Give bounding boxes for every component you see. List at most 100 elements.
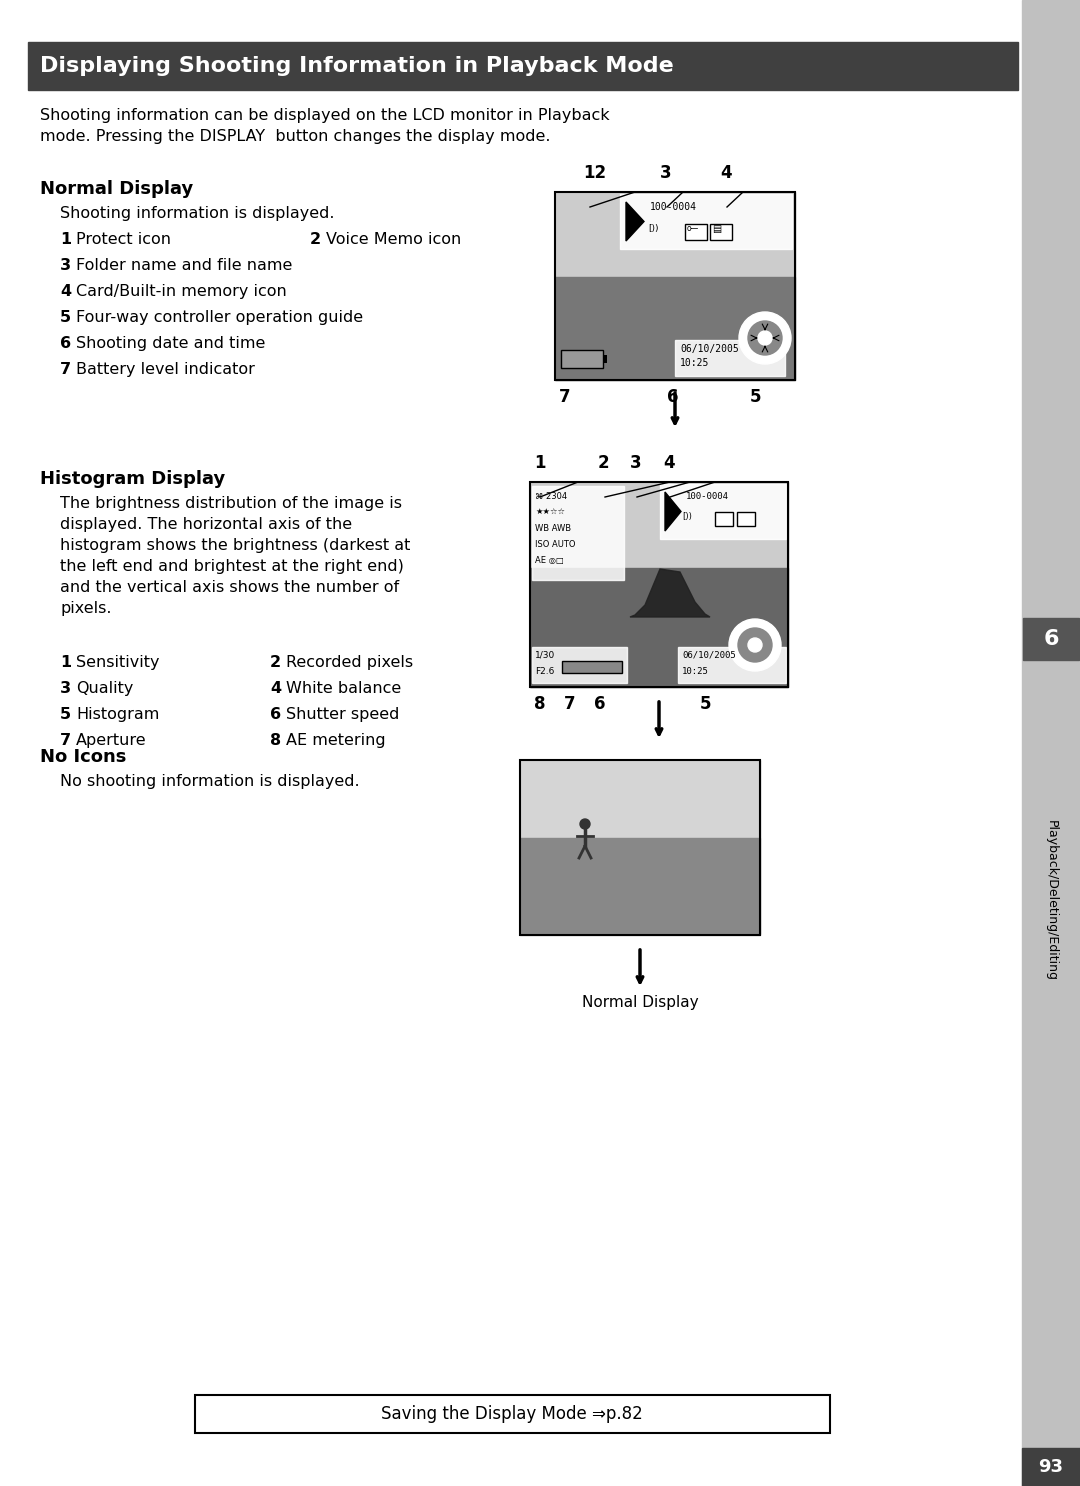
Bar (660, 484, 786, 539)
Text: Quality: Quality (76, 681, 133, 695)
Text: 4: 4 (720, 163, 731, 181)
Text: o—: o— (687, 224, 699, 233)
Text: Aperture: Aperture (76, 733, 147, 747)
Text: Four-way controller operation guide: Four-way controller operation guide (76, 311, 363, 325)
Text: Shooting date and time: Shooting date and time (76, 336, 266, 351)
Text: 6: 6 (594, 695, 606, 713)
Text: 5: 5 (60, 707, 71, 722)
Polygon shape (630, 569, 710, 617)
Bar (1022, 0, 1080, 1486)
Bar (737, 513, 755, 526)
Text: Card/Built-in memory icon: Card/Built-in memory icon (76, 284, 287, 299)
Bar (620, 195, 792, 250)
Text: AE metering: AE metering (286, 733, 386, 747)
Text: 3: 3 (630, 455, 642, 473)
Text: 5: 5 (750, 388, 761, 406)
Text: 10:25: 10:25 (681, 667, 708, 676)
Text: 3: 3 (660, 163, 672, 181)
Text: 100-0004: 100-0004 (686, 492, 729, 501)
Text: 4: 4 (270, 681, 281, 695)
Text: 1/30: 1/30 (535, 651, 555, 660)
Bar (678, 646, 786, 684)
Text: Protect icon: Protect icon (76, 232, 171, 247)
Circle shape (739, 312, 791, 364)
Bar (555, 192, 795, 380)
Text: Folder name and file name: Folder name and file name (76, 259, 293, 273)
Text: 7: 7 (60, 363, 71, 377)
Bar (532, 486, 624, 580)
Bar (1022, 1447, 1080, 1486)
Text: Recorded pixels: Recorded pixels (286, 655, 414, 670)
Text: Voice Memo icon: Voice Memo icon (326, 232, 461, 247)
Bar (519, 759, 760, 935)
Text: 5: 5 (60, 311, 71, 325)
Text: 5: 5 (700, 695, 712, 713)
Text: Saving the Display Mode ⇒p.82: Saving the Display Mode ⇒p.82 (381, 1404, 643, 1424)
Bar (715, 513, 733, 526)
Bar (28, 42, 1018, 91)
Text: 12: 12 (583, 163, 606, 181)
Text: 6: 6 (1043, 629, 1058, 649)
Text: ▤: ▤ (712, 224, 721, 233)
Text: 2: 2 (270, 655, 281, 670)
Text: Normal Display: Normal Display (582, 996, 699, 1010)
Text: 06/10/2005: 06/10/2005 (680, 343, 739, 354)
Bar (603, 355, 607, 363)
Text: No Icons: No Icons (40, 747, 126, 765)
Text: 100-0004: 100-0004 (650, 202, 697, 212)
Circle shape (748, 321, 782, 355)
Text: Playback/Deleting/Editing: Playback/Deleting/Editing (1044, 819, 1057, 981)
Bar (519, 838, 760, 935)
Text: White balance: White balance (286, 681, 402, 695)
Text: [)): [)) (681, 513, 692, 522)
Text: 3: 3 (60, 259, 71, 273)
Text: 6: 6 (667, 388, 678, 406)
Text: Histogram: Histogram (76, 707, 160, 722)
Text: Shooting information is displayed.: Shooting information is displayed. (60, 207, 335, 221)
Bar (561, 351, 603, 369)
Bar (685, 224, 707, 241)
Bar (710, 224, 732, 241)
Text: [)): [)) (648, 224, 659, 233)
Polygon shape (626, 202, 644, 241)
Text: 06/10/2005: 06/10/2005 (681, 651, 735, 660)
Bar (519, 759, 760, 935)
Text: 93: 93 (1039, 1458, 1064, 1476)
Text: ⌘ 2304: ⌘ 2304 (535, 492, 567, 501)
Text: Displaying Shooting Information in Playback Mode: Displaying Shooting Information in Playb… (40, 56, 674, 76)
Bar (675, 340, 785, 376)
Text: Histogram Display: Histogram Display (40, 470, 226, 487)
Text: Sensitivity: Sensitivity (76, 655, 160, 670)
Circle shape (738, 629, 772, 661)
Bar (1023, 618, 1079, 660)
Text: AE ◎□: AE ◎□ (535, 556, 564, 565)
Text: 8: 8 (534, 695, 545, 713)
Circle shape (748, 637, 762, 652)
Text: Shooting information can be displayed on the LCD monitor in Playback
mode. Press: Shooting information can be displayed on… (40, 108, 609, 144)
Text: 2: 2 (598, 455, 609, 473)
Text: 7: 7 (559, 388, 570, 406)
Text: 10:25: 10:25 (680, 358, 710, 369)
Bar (555, 192, 795, 380)
Bar (555, 192, 795, 276)
Text: 1: 1 (60, 232, 71, 247)
Text: 1: 1 (534, 455, 545, 473)
Text: 6: 6 (270, 707, 281, 722)
Text: 8: 8 (270, 733, 281, 747)
Text: ISO AUTO: ISO AUTO (535, 539, 576, 548)
Text: Normal Display: Normal Display (40, 180, 193, 198)
Text: 1: 1 (60, 655, 71, 670)
Text: F2.6: F2.6 (535, 667, 554, 676)
Text: No shooting information is displayed.: No shooting information is displayed. (60, 774, 360, 789)
Text: The brightness distribution of the image is
displayed. The horizontal axis of th: The brightness distribution of the image… (60, 496, 410, 617)
Text: ★★☆☆: ★★☆☆ (535, 508, 565, 517)
Text: Battery level indicator: Battery level indicator (76, 363, 255, 377)
Circle shape (758, 331, 772, 345)
Bar (562, 661, 622, 673)
Text: Shutter speed: Shutter speed (286, 707, 400, 722)
Bar (530, 568, 788, 687)
Circle shape (580, 819, 590, 829)
Text: WB AWB: WB AWB (535, 525, 571, 533)
Bar (532, 646, 627, 684)
Circle shape (729, 620, 781, 672)
